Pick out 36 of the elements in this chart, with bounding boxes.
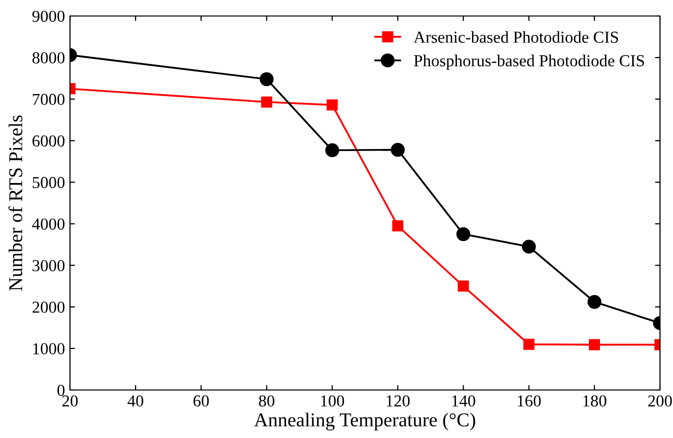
x-tick-label: 140 <box>452 395 476 407</box>
point <box>390 142 405 157</box>
x-tick-label: 80 <box>258 395 274 407</box>
point <box>588 294 602 309</box>
x-tick-label: 20 <box>62 395 78 407</box>
y-axis-title: Number of RTS Pixels <box>8 115 22 291</box>
y-tick-label: 4000 <box>32 218 65 230</box>
point <box>456 227 470 242</box>
x-tick-label: 180 <box>583 395 606 407</box>
y-tick-label: 7000 <box>32 94 65 106</box>
point <box>523 338 534 350</box>
point <box>326 99 338 110</box>
y-tick-label: 9000 <box>32 10 65 22</box>
y-tick-label: 6000 <box>32 135 65 147</box>
legend-label: Phosphorus-based Photodiode CIS <box>414 54 644 70</box>
point <box>588 339 600 350</box>
x-tick-label: 40 <box>128 395 144 407</box>
point <box>261 96 272 108</box>
y-tick-label: 3000 <box>32 260 65 272</box>
x-tick-label: 100 <box>321 395 344 407</box>
y-tick-label: 2000 <box>32 302 65 313</box>
y-tick-label: 8000 <box>32 52 65 64</box>
y-tick-label: 5000 <box>32 176 65 188</box>
y-tick-label: 1000 <box>33 343 65 354</box>
legend-label: Arsenic-based Photodiode CIS <box>414 31 618 43</box>
point <box>522 240 536 254</box>
point <box>260 72 274 86</box>
x-tick-label: 60 <box>193 395 209 407</box>
point <box>458 280 469 292</box>
point <box>325 143 340 158</box>
x-tick-label: 160 <box>518 395 541 407</box>
x-tick-label: 200 <box>648 395 672 407</box>
x-tick-label: 120 <box>386 395 410 407</box>
y-tick-label: 0 <box>57 384 65 396</box>
x-axis-title: Annealing Temperature (°C) <box>254 412 476 430</box>
point <box>392 220 404 232</box>
